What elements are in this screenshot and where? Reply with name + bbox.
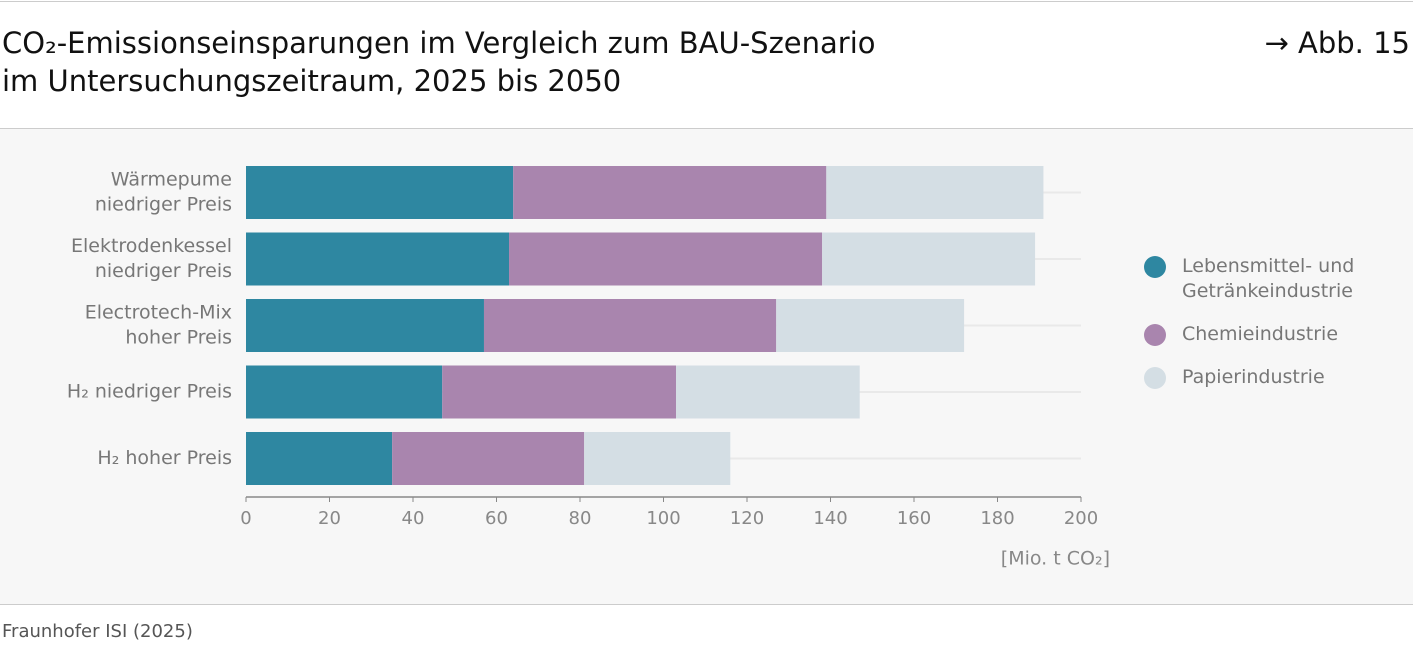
bar-segment [826, 166, 1044, 219]
y-tick-label: Elektrodenkessel [71, 235, 232, 257]
legend-swatch [1144, 367, 1166, 389]
x-tick-label: 80 [569, 508, 592, 529]
x-tick-label: 180 [980, 508, 1014, 529]
bar-segment [392, 432, 585, 485]
bar-segment [509, 232, 823, 286]
legend-swatch [1144, 256, 1166, 278]
legend-label: Papierindustrie [1182, 366, 1325, 388]
x-tick-label: 20 [318, 508, 341, 529]
bar-segment [513, 166, 827, 219]
bar-segment [776, 299, 965, 352]
bar-segment [483, 299, 777, 352]
y-tick-label: Wärmepume [111, 169, 232, 191]
bar-segment [442, 365, 677, 419]
bar-segment [822, 232, 1036, 286]
legend-swatch [1144, 324, 1166, 346]
x-axis-label: [Mio. t CO₂] [1001, 548, 1110, 570]
legend-item: Papierindustrie [1144, 365, 1384, 390]
x-tick-label: 200 [1064, 508, 1098, 529]
x-tick-label: 100 [646, 508, 680, 529]
legend-item: Chemieindustrie [1144, 322, 1384, 347]
chart-title: im Untersuchungszeitraum, 2025 bis 2050 [2, 64, 621, 98]
bar-segment [676, 365, 860, 419]
x-tick-label: 0 [240, 508, 251, 529]
legend-label: Lebensmittel- und Getränkeindustrie [1182, 255, 1355, 302]
chart-title: CO₂-Emissionseinsparungen im Vergleich z… [2, 26, 876, 60]
bar-segment [246, 365, 443, 419]
bar-segment [246, 232, 510, 286]
bar-segment [246, 432, 393, 485]
legend: Lebensmittel- und Getränkeindustrie Chemi… [1144, 254, 1384, 408]
source: Fraunhofer ISI (2025) [2, 621, 193, 642]
y-tick-label: H₂ niedriger Preis [67, 381, 232, 403]
y-tick-label: Electrotech-Mix [85, 302, 232, 324]
bar-segment [584, 432, 731, 485]
legend-label: Chemieindustrie [1182, 323, 1339, 345]
x-tick-label: 60 [485, 508, 508, 529]
y-tick-label: niedriger Preis [95, 194, 232, 216]
y-tick-label: niedriger Preis [95, 260, 232, 282]
x-tick-label: 120 [730, 508, 764, 529]
y-tick-label: hoher Preis [125, 327, 232, 349]
figure-ref: → Abb. 15 [1264, 26, 1410, 60]
x-tick-label: 40 [402, 508, 425, 529]
x-tick-label: 160 [897, 508, 931, 529]
y-tick-label: H₂ hoher Preis [97, 447, 232, 469]
legend-item: Lebensmittel- und Getränkeindustrie [1144, 254, 1384, 304]
bar-segment [246, 166, 514, 219]
x-tick-label: 140 [813, 508, 847, 529]
bar-segment [246, 299, 484, 352]
